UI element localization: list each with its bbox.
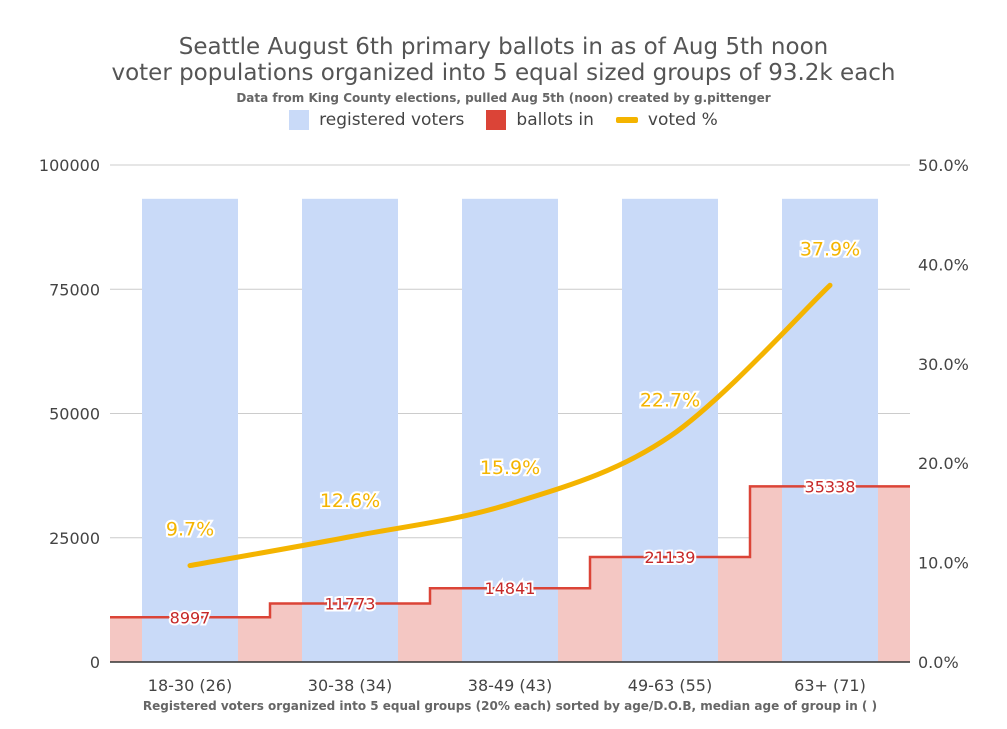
ballots-in-data-label: 21139 bbox=[645, 548, 696, 567]
chart-title-line1: Seattle August 6th primary ballots in as… bbox=[178, 34, 829, 60]
x-tick-label: 38-49 (43) bbox=[468, 676, 552, 695]
y-right-tick-label: 10.0% bbox=[918, 554, 969, 573]
y-left-tick-label: 0 bbox=[90, 653, 100, 672]
chart-subtitle: Data from King County elections, pulled … bbox=[236, 91, 771, 105]
bar-registered-voters bbox=[782, 198, 878, 662]
voted-percent-line bbox=[187, 282, 833, 569]
x-tick-label: 49-63 (55) bbox=[628, 676, 712, 695]
legend-swatch-ballots-in bbox=[486, 110, 507, 130]
ballots-in-data-label: 11773 bbox=[325, 594, 376, 613]
y-right-tick-label: 20.0% bbox=[918, 454, 969, 473]
x-tick-label: 63+ (71) bbox=[794, 676, 866, 695]
ballots-in-data-label: 14841 bbox=[485, 579, 536, 598]
legend-label-ballots-in: ballots in bbox=[516, 110, 594, 130]
voted-percent-data-label: 12.6% bbox=[320, 490, 380, 512]
legend: registered voters ballots in voted % bbox=[0, 110, 1007, 130]
voted-percent-data-label: 37.9% bbox=[800, 238, 860, 260]
bar-registered-voters bbox=[622, 198, 718, 662]
ballots-in-data-label: 35338 bbox=[805, 477, 856, 496]
legend-item-registered-voters: registered voters bbox=[289, 110, 464, 130]
bar-registered-voters bbox=[302, 198, 398, 662]
voted-percent-data-label: 15.9% bbox=[480, 457, 540, 479]
legend-swatch-voted-percent bbox=[615, 117, 638, 123]
chart-title-line2: voter populations organized into 5 equal… bbox=[111, 60, 896, 86]
legend-swatch-registered-voters bbox=[289, 110, 310, 130]
voted-percent-data-label: 9.7% bbox=[166, 519, 214, 541]
y-right-tick-label: 40.0% bbox=[918, 255, 969, 274]
legend-label-registered-voters: registered voters bbox=[319, 110, 465, 130]
y-left-tick-label: 75000 bbox=[49, 280, 100, 299]
bar-registered-voters bbox=[462, 198, 558, 662]
y-left-tick-label: 50000 bbox=[49, 405, 100, 424]
x-tick-label: 18-30 (26) bbox=[148, 676, 232, 695]
x-axis-title: Registered voters organized into 5 equal… bbox=[143, 699, 877, 713]
y-right-tick-label: 50.0% bbox=[918, 156, 969, 175]
y-left-tick-label: 100000 bbox=[39, 156, 100, 175]
ballots-in-data-label: 8997 bbox=[170, 608, 211, 627]
ballots-in-line bbox=[110, 485, 910, 619]
bar-registered-voters bbox=[142, 198, 238, 662]
y-right-tick-label: 30.0% bbox=[918, 355, 969, 374]
voted-percent-data-label: 22.7% bbox=[640, 389, 700, 411]
legend-label-voted-percent: voted % bbox=[647, 110, 718, 130]
legend-item-ballots-in: ballots in bbox=[486, 110, 594, 130]
legend-item-voted-percent: voted % bbox=[615, 110, 718, 130]
x-tick-label: 30-38 (34) bbox=[308, 676, 392, 695]
y-left-tick-label: 25000 bbox=[49, 529, 100, 548]
y-right-tick-label: 0.0% bbox=[918, 653, 959, 672]
